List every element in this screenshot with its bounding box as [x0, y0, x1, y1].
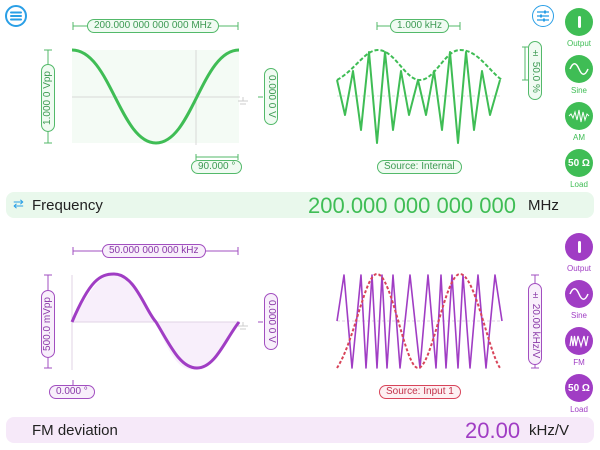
channel1-output-button[interactable] [565, 8, 593, 36]
channel2-sine-button[interactable] [565, 280, 593, 308]
channel2-fm-button[interactable] [565, 327, 593, 355]
channel2-offset-label[interactable]: 0.000 0 V [264, 293, 278, 350]
channel2-param-value[interactable]: 20.00 [465, 418, 521, 443]
channel1-param-unit: MHz [528, 197, 559, 214]
hamburger-menu-icon [10, 11, 22, 21]
load-icon: 50 Ω [568, 382, 590, 394]
channel1-output-label: Output [566, 39, 591, 48]
channel2-phase-label[interactable]: 0.000 ° [49, 385, 95, 399]
channel1-sine-label: Sine [570, 86, 587, 95]
channel1-frequency-label[interactable]: 200.000 000 000 000 MHz [87, 19, 219, 33]
channel1-param-value[interactable]: 200.000 000 000 000 [308, 193, 516, 218]
power-icon [577, 16, 581, 28]
power-icon [577, 241, 581, 253]
channel1-mod-depth-label[interactable]: ± 50.0 % [528, 41, 542, 100]
channel1-phase-label[interactable]: 90.000 ° [191, 160, 243, 174]
channel1-mod-frequency-label[interactable]: 1.000 kHz [390, 19, 450, 33]
channel2-param-bar[interactable]: FM deviation 20.00 kHz/V [6, 417, 594, 443]
channel1-param-bar[interactable]: ⇄ Frequency 200.000 000 000 000 MHz [6, 192, 594, 218]
channel2-output-button[interactable] [565, 233, 593, 261]
load-icon: 50 Ω [568, 157, 590, 169]
channel2-frequency-label[interactable]: 50.000 000 000 kHz [102, 244, 206, 258]
sine-wave-icon [569, 63, 589, 75]
channel1-am-label: AM [573, 133, 585, 142]
fm-wave-icon [569, 335, 589, 349]
channel2-output-label: Output [566, 264, 591, 273]
channel2-load-button[interactable]: 50 Ω [565, 374, 593, 402]
menu-button[interactable] [5, 5, 27, 27]
channel1-am-button[interactable] [565, 102, 593, 130]
channel1-offset-label[interactable]: 0.000 0 V [264, 68, 278, 125]
channel1-mod-source-label[interactable]: Source: Internal [377, 160, 462, 174]
channel2-param-unit: kHz/V [529, 422, 570, 439]
sine-wave-icon [569, 288, 589, 300]
channel1-param-label: Frequency [32, 197, 103, 214]
channel2-sine-label: Sine [570, 311, 587, 320]
channel2-param-label: FM deviation [32, 422, 118, 439]
channel1-sine-button[interactable] [565, 55, 593, 83]
channel2-fm-deviation-label[interactable]: ± 20.00 kHz/V [528, 283, 542, 366]
channel2-load-label: Load [570, 405, 588, 414]
sliders-icon [536, 10, 549, 21]
am-wave-icon [568, 109, 590, 123]
channel1-load-button[interactable]: 50 Ω [565, 149, 593, 177]
channel2-mod-source-label[interactable]: Source: Input 1 [379, 385, 461, 399]
settings-button[interactable] [532, 5, 554, 27]
swap-arrows-icon[interactable]: ⇄ [13, 196, 24, 211]
channel1-load-label: Load [570, 180, 588, 189]
channel2-fm-label: FM [573, 358, 585, 367]
